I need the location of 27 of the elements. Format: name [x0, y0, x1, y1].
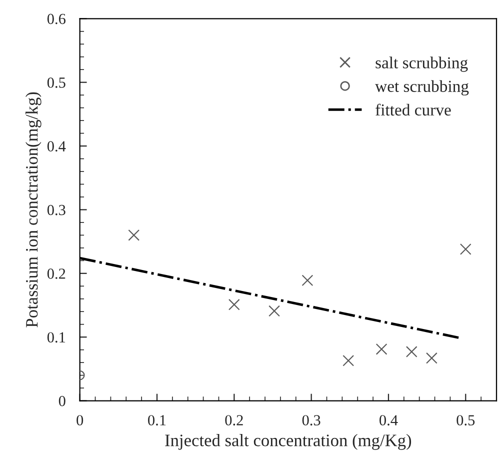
legend-label: salt scrubbing	[376, 56, 468, 72]
y-tick-label: 0.4	[47, 141, 66, 152]
point	[342, 354, 354, 366]
y-tick-label: 0.6	[47, 14, 66, 24]
x-tick-label: 0.1	[148, 415, 166, 426]
legend-label: wet scrubbing	[375, 80, 469, 96]
y-tick-label: 0	[58, 396, 66, 406]
point	[128, 229, 140, 241]
y-tick-label: 0.3	[47, 204, 66, 216]
point	[460, 243, 472, 255]
x-tick-label: 0	[76, 415, 84, 426]
x-tick-label: 0.2	[225, 415, 243, 426]
point	[406, 346, 418, 358]
y-axis-title: Potassium ion conctration(mg/kg)	[26, 92, 42, 328]
point	[228, 298, 240, 310]
point	[302, 274, 314, 286]
y-tick-label: 0.1	[47, 332, 66, 343]
x-tick-label: 0.3	[302, 415, 320, 426]
point	[268, 305, 280, 317]
point	[426, 352, 438, 364]
x-tick-label: 0.5	[456, 415, 475, 426]
y-tick-label: 0.2	[47, 268, 66, 279]
y-tick-label: 0.5	[47, 77, 66, 88]
point	[376, 343, 388, 355]
x-tick-label: 0.4	[380, 415, 398, 426]
legend-label: fitted curve	[376, 104, 451, 116]
x-axis-title: Injected salt concentration (mg/Kg)	[165, 434, 412, 450]
